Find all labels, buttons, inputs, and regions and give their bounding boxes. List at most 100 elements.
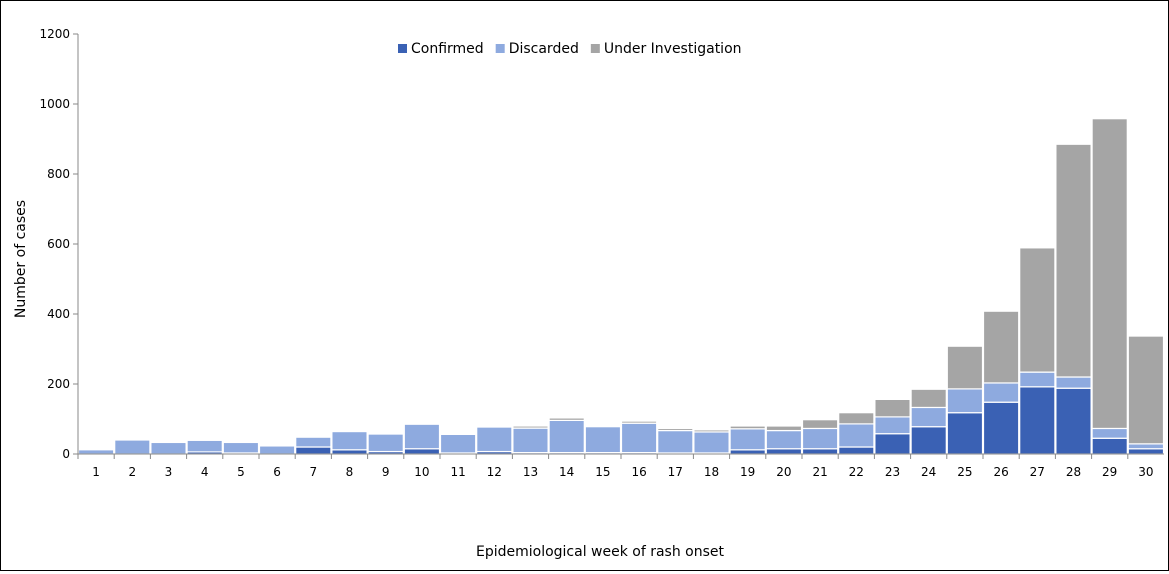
x-tick-label: 28 [1066, 465, 1081, 479]
x-tick-label: 23 [885, 465, 900, 479]
bar-discarded-week-24 [910, 406, 947, 428]
y-axis-title: Number of cases [13, 200, 29, 318]
x-axis-ticks: 1 2 3 4 5 6 7 8 9 10 11 12 13 14 15 16 17 18 19 20 21 22 23 24 2… [77, 454, 1154, 479]
bar-discarded-week-30 [1127, 443, 1165, 450]
bar-discarded-week-15 [584, 426, 622, 454]
bar-discarded-week-3 [150, 441, 187, 455]
legend: Confirmed Discarded Under Investigation [398, 41, 742, 57]
x-tick-label: 10 [414, 465, 429, 479]
bar-under-investigation-week-25 [946, 345, 984, 390]
x-tick-label: 24 [921, 465, 936, 479]
legend-label-discarded: Discarded [509, 41, 579, 57]
bar-under-investigation-week-27 [1019, 247, 1056, 373]
bar-confirmed-week-20 [765, 448, 803, 455]
bar-discarded-week-22 [838, 423, 875, 448]
bar-confirmed-week-19 [729, 449, 766, 455]
bar-confirmed-week-25 [946, 412, 984, 455]
bar-under-investigation-week-17 [657, 427, 694, 432]
bar-confirmed-week-7 [295, 446, 332, 455]
bar-confirmed-week-22 [838, 446, 875, 455]
legend-swatch-under-investigation [590, 44, 600, 53]
bar-discarded-week-12 [476, 426, 513, 453]
bar-confirmed-week-30 [1127, 448, 1165, 455]
bar-discarded-week-2 [114, 439, 151, 455]
x-tick-label: 27 [1030, 465, 1045, 479]
y-tick-label: 0 [62, 447, 70, 461]
bars-layer [77, 118, 1165, 455]
bar-discarded-week-26 [982, 382, 1020, 403]
bar-discarded-week-23 [874, 416, 911, 435]
x-tick-label: 22 [849, 465, 864, 479]
x-tick-label: 5 [237, 465, 245, 479]
x-axis-title: Epidemiological week of rash onset [476, 544, 725, 560]
bar-discarded-week-9 [367, 433, 404, 453]
x-tick-label: 15 [595, 465, 610, 479]
x-tick-label: 25 [957, 465, 972, 479]
bar-discarded-week-27 [1019, 371, 1056, 388]
bar-confirmed-week-29 [1091, 437, 1128, 455]
bar-under-investigation-week-13 [512, 425, 549, 429]
legend-label-confirmed: Confirmed [411, 41, 484, 57]
legend-label-under-investigation: Under Investigation [604, 41, 742, 57]
y-tick-label: 1000 [39, 97, 70, 111]
bar-discarded-week-10 [403, 423, 441, 450]
bar-under-investigation-week-24 [910, 388, 947, 409]
bar-under-investigation-week-28 [1055, 143, 1092, 378]
bar-discarded-week-14 [548, 419, 585, 454]
x-tick-label: 14 [559, 465, 574, 479]
bar-discarded-week-11 [439, 433, 477, 454]
x-tick-label: 6 [273, 465, 281, 479]
bar-discarded-week-25 [946, 388, 984, 414]
x-tick-label: 18 [704, 465, 719, 479]
x-tick-label: 19 [740, 465, 755, 479]
bar-under-investigation-week-14 [548, 417, 585, 422]
bar-discarded-week-21 [801, 427, 839, 450]
x-tick-label: 1 [92, 465, 100, 479]
x-tick-label: 8 [346, 465, 354, 479]
bar-confirmed-week-28 [1055, 387, 1092, 455]
bar-confirmed-week-26 [982, 401, 1020, 455]
x-tick-label: 4 [201, 465, 209, 479]
y-tick-label: 600 [47, 237, 70, 251]
bar-discarded-week-19 [729, 428, 766, 451]
y-tick-label: 200 [47, 377, 70, 391]
bar-under-investigation-week-18 [693, 429, 730, 433]
bar-under-investigation-week-16 [620, 420, 658, 424]
x-tick-label: 9 [382, 465, 390, 479]
x-tick-label: 30 [1138, 465, 1153, 479]
bar-confirmed-week-27 [1019, 386, 1056, 455]
bar-confirmed-week-24 [910, 426, 947, 455]
y-axis-ticks: 0 200 400 600 800 1000 1200 [39, 27, 78, 461]
y-tick-label: 400 [47, 307, 70, 321]
y-tick-label: 800 [47, 167, 70, 181]
bar-discarded-week-29 [1091, 427, 1128, 439]
bar-under-investigation-week-30 [1127, 335, 1165, 445]
bar-under-investigation-week-29 [1091, 118, 1128, 430]
bar-discarded-week-6 [258, 445, 296, 455]
x-tick-label: 13 [523, 465, 538, 479]
bar-discarded-week-5 [222, 441, 260, 454]
x-tick-label: 7 [309, 465, 317, 479]
bar-discarded-week-7 [295, 436, 332, 448]
bar-confirmed-week-21 [801, 448, 839, 455]
bar-discarded-week-13 [512, 427, 549, 454]
x-tick-label: 17 [668, 465, 683, 479]
bar-under-investigation-week-21 [801, 419, 839, 430]
x-tick-label: 20 [776, 465, 791, 479]
bar-under-investigation-week-26 [982, 310, 1020, 384]
x-tick-label: 2 [128, 465, 136, 479]
x-tick-label: 21 [812, 465, 827, 479]
bar-under-investigation-week-19 [729, 425, 766, 430]
x-tick-label: 3 [165, 465, 173, 479]
bar-discarded-week-8 [331, 431, 368, 451]
y-tick-label: 1200 [39, 27, 70, 41]
bar-discarded-week-4 [186, 439, 223, 453]
x-tick-label: 12 [487, 465, 502, 479]
bar-under-investigation-week-22 [838, 412, 875, 425]
legend-swatch-discarded [495, 44, 505, 53]
x-tick-label: 11 [450, 465, 465, 479]
bar-discarded-week-18 [693, 431, 730, 454]
x-tick-label: 26 [993, 465, 1008, 479]
